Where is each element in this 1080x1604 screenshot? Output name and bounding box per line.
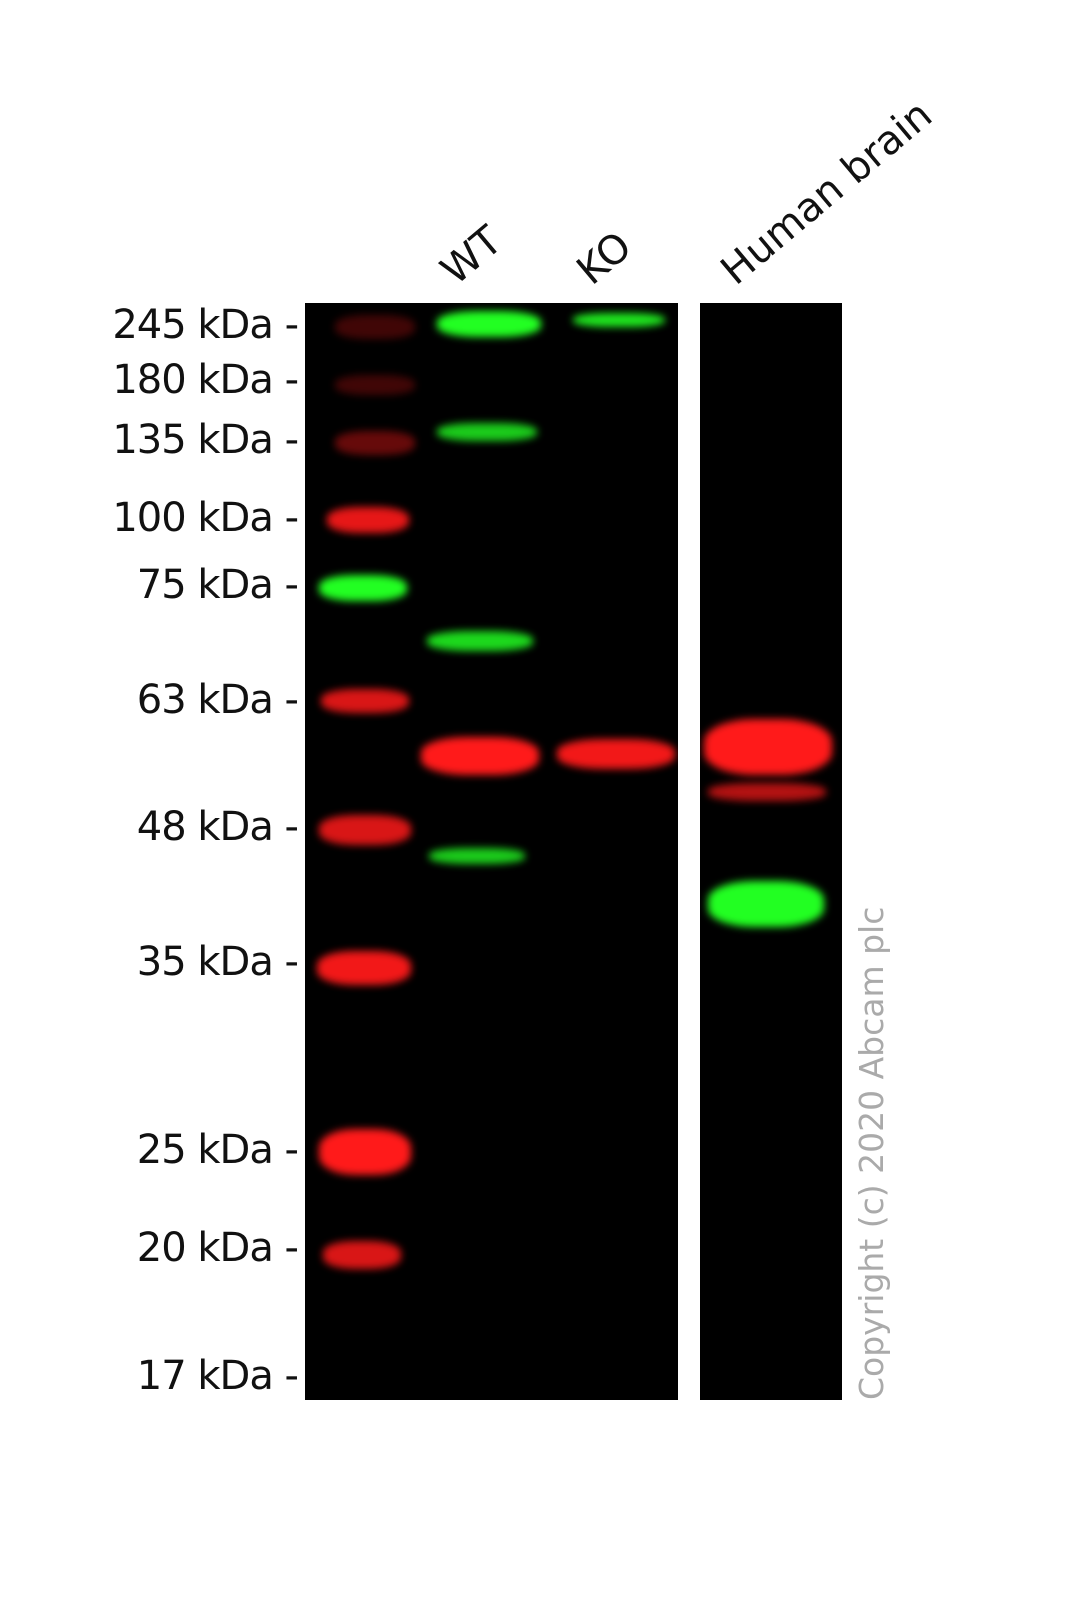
green-band xyxy=(437,423,537,441)
red-band xyxy=(323,1241,401,1269)
green-band xyxy=(429,848,525,864)
green-band xyxy=(573,313,665,327)
green-band xyxy=(708,881,824,927)
red-band xyxy=(319,815,411,845)
marker-label: 135 kDa - xyxy=(112,417,299,463)
lane-label-human-brain: Human brain xyxy=(712,91,942,294)
marker-label: 35 kDa - xyxy=(136,939,299,985)
marker-label: 245 kDa - xyxy=(112,302,299,348)
marker-label: 17 kDa - xyxy=(136,1353,299,1399)
copyright-text: Copyright (c) 2020 Abcam plc xyxy=(852,906,891,1400)
red-band xyxy=(335,431,415,455)
red-band xyxy=(708,783,826,801)
red-band xyxy=(557,739,675,769)
green-band xyxy=(319,575,407,601)
marker-label: 63 kDa - xyxy=(136,677,299,723)
green-band xyxy=(427,631,533,651)
blot-panel-ladder-wt-ko xyxy=(305,303,678,1400)
red-band xyxy=(327,507,409,533)
marker-label: 180 kDa - xyxy=(112,357,299,403)
marker-label: 25 kDa - xyxy=(136,1127,299,1173)
marker-label: 100 kDa - xyxy=(112,495,299,541)
lane-label-ko: KO xyxy=(568,223,641,294)
red-band xyxy=(335,375,415,395)
blot-panel-human-brain xyxy=(700,303,842,1400)
red-band xyxy=(421,737,539,775)
green-band xyxy=(437,311,541,337)
lane-label-wt: WT xyxy=(432,217,512,294)
red-band xyxy=(321,689,409,713)
red-band xyxy=(319,1129,411,1175)
red-band xyxy=(704,719,832,775)
marker-label: 75 kDa - xyxy=(136,562,299,608)
red-band xyxy=(317,951,411,985)
marker-label: 48 kDa - xyxy=(136,804,299,850)
red-band xyxy=(335,315,415,339)
marker-label: 20 kDa - xyxy=(136,1225,299,1271)
